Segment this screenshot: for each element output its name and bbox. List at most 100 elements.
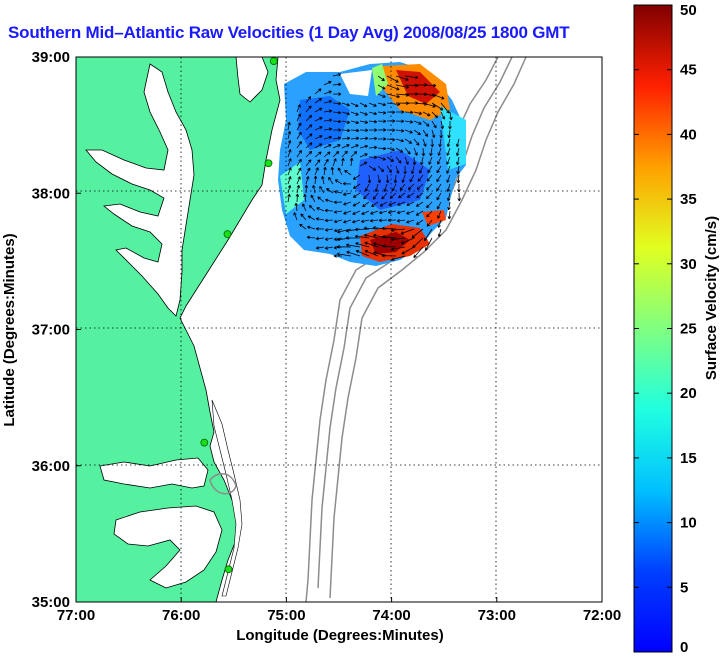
velocity-arrow	[314, 159, 321, 167]
velocity-arrow	[413, 138, 420, 146]
velocity-arrow	[404, 147, 411, 155]
velocity-arrow	[438, 138, 442, 148]
velocity-arrow	[372, 192, 379, 200]
velocity-arrow	[332, 158, 337, 167]
velocity-arrow	[436, 174, 442, 183]
colorbar-ticks: 0 5 10 15 20 25 30 35 40 45 50	[634, 2, 697, 656]
velocity-arrow	[447, 129, 451, 139]
velocity-arrow	[287, 140, 292, 149]
velocity-arrow	[334, 228, 343, 233]
velocity-arrow	[383, 183, 388, 192]
velocity-arrow	[373, 233, 388, 239]
velocity-arrow	[409, 174, 415, 183]
velocity-arrow	[431, 93, 445, 100]
velocity-arrow	[350, 151, 358, 158]
x-tick-label: 72:00	[583, 607, 621, 624]
x-tick-label: 77:00	[57, 607, 95, 624]
velocity-arrow	[332, 110, 342, 115]
velocity-arrow	[345, 236, 361, 240]
velocity-arrow	[379, 210, 388, 215]
velocity-arrow	[314, 135, 323, 140]
velocity-arrow	[377, 156, 386, 161]
velocity-arrow	[315, 236, 325, 241]
velocity-arrow	[305, 133, 313, 140]
velocity-arrow	[332, 92, 342, 96]
velocity-arrow	[296, 131, 302, 140]
radar-stations	[200, 57, 278, 574]
velocity-arrow	[413, 120, 422, 125]
colorbar-tick-label: 50	[680, 2, 697, 19]
y-axis-ticks: 39:00 38:00 37:00 36:00 35:00	[32, 49, 81, 611]
velocity-arrow	[350, 128, 360, 133]
velocity-arrow	[355, 249, 370, 257]
velocity-arrow	[429, 147, 433, 157]
velocity-arrow	[377, 75, 385, 82]
station-marker	[223, 230, 232, 239]
velocity-arrow	[287, 185, 292, 194]
velocity-arrow	[341, 102, 350, 107]
velocity-arrow	[345, 243, 361, 248]
velocity-arrow	[403, 165, 407, 175]
velocity-arrow	[296, 176, 301, 185]
colorbar-tick-label: 10	[680, 515, 697, 532]
velocity-arrow	[413, 129, 421, 136]
colorbar-label: Surface Velocity (cm/s)	[703, 216, 720, 380]
velocity-arrow	[304, 184, 309, 194]
velocity-arrow	[287, 130, 292, 140]
velocity-arrow	[359, 136, 369, 141]
velocity-arrow	[437, 210, 442, 219]
velocity-arrow	[420, 156, 424, 166]
velocity-arrow	[386, 84, 400, 91]
velocity-arrow	[457, 192, 462, 202]
velocity-arrow	[314, 117, 323, 122]
velocity-arrow	[352, 201, 361, 207]
velocity-arrow	[413, 246, 424, 258]
velocity-arrow	[305, 142, 313, 149]
x-tick-label: 75:00	[267, 607, 305, 624]
velocity-arrow	[341, 136, 351, 141]
velocity-arrow	[377, 102, 386, 107]
velocity-arrow	[360, 219, 370, 223]
velocity-arrow	[355, 242, 370, 248]
pamlico-sound	[113, 505, 223, 589]
velocity-arrow	[393, 174, 398, 184]
velocity-arrow	[377, 84, 386, 90]
velocity-arrow	[326, 188, 334, 194]
velocity-arrow	[350, 136, 360, 141]
velocity-arrow	[368, 102, 377, 107]
velocity-arrow	[324, 246, 334, 250]
velocity-arrow	[456, 174, 461, 184]
velocity-arrow	[387, 218, 397, 223]
velocity-arrow	[314, 98, 322, 104]
velocity-arrow	[436, 201, 442, 210]
velocity-arrow	[379, 201, 388, 207]
chesapeake-bay	[85, 63, 195, 317]
velocity-arrow	[426, 183, 433, 191]
velocity-arrow	[422, 138, 427, 147]
velocity-arrow	[332, 144, 341, 149]
velocity-arrow	[342, 192, 352, 196]
velocity-arrow	[359, 161, 368, 167]
velocity-arrow	[395, 147, 404, 153]
x-axis-ticks: 77:00 76:00 75:00 74:00 73:00 72:00	[57, 597, 621, 624]
velocity-arrow	[397, 201, 406, 206]
velocity-arrow	[359, 128, 369, 133]
velocity-arrow	[350, 120, 359, 125]
colorbar-tick-label: 25	[680, 321, 697, 338]
velocity-arrow	[341, 157, 345, 167]
velocity-arrow	[332, 101, 342, 106]
velocity-arrow	[305, 159, 312, 167]
velocity-arrow	[342, 181, 352, 186]
velocity-arrow	[305, 150, 313, 158]
velocity-arrow	[323, 118, 333, 123]
velocity-arrow	[413, 111, 423, 115]
velocity-arrow	[324, 218, 334, 223]
velocity-arrow	[377, 110, 387, 115]
velocity-arrow	[404, 156, 409, 165]
velocity-arrow	[308, 205, 316, 212]
velocity-arrow	[350, 111, 359, 116]
velocity-arrow	[305, 124, 313, 131]
delaware-bay	[235, 57, 269, 103]
velocity-arrow	[400, 237, 415, 245]
velocity-arrow	[296, 141, 302, 149]
